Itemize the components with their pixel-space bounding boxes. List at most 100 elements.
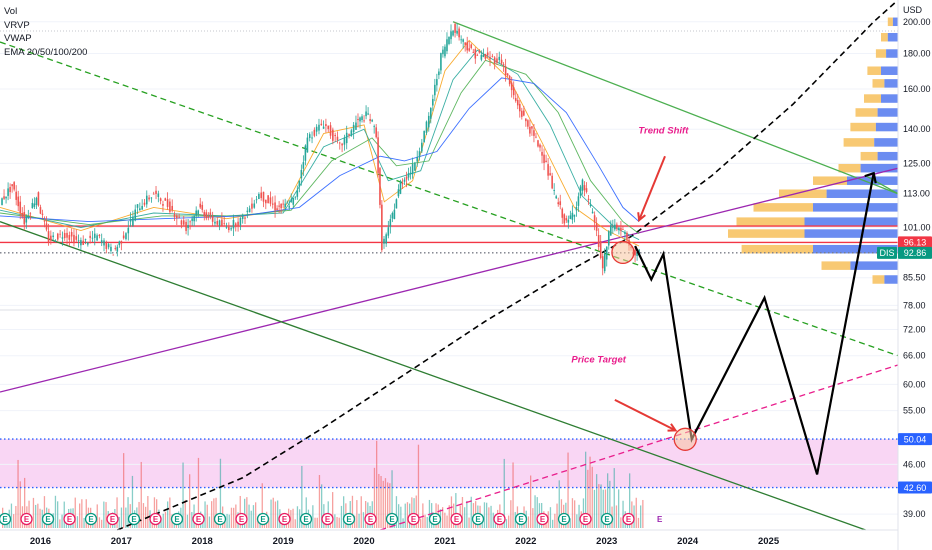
event-marker[interactable]: [364, 512, 377, 526]
volume-bar: [208, 516, 211, 528]
candle-body: [508, 75, 511, 85]
event-marker[interactable]: [106, 512, 119, 526]
candle-body: [54, 240, 57, 242]
event-marker[interactable]: [514, 512, 528, 526]
event-marker[interactable]: [192, 512, 205, 526]
price-badge-92: 92.86: [904, 248, 927, 258]
event-marker[interactable]: [579, 512, 592, 526]
event-marker[interactable]: [342, 512, 356, 526]
volume-bar: [637, 517, 640, 528]
event-marker[interactable]: [450, 512, 463, 526]
volume-profile-up: [884, 275, 898, 284]
legend-item-vol[interactable]: Vol: [4, 6, 18, 17]
candle-body: [276, 208, 278, 211]
event-marker[interactable]: [256, 512, 270, 526]
event-marker[interactable]: [493, 512, 506, 526]
volume-bar: [406, 502, 409, 528]
volume-bar: [444, 512, 446, 528]
candle-body: [589, 204, 592, 207]
candle-body: [474, 49, 477, 59]
event-marker[interactable]: [385, 512, 399, 526]
candle-body: [525, 118, 527, 122]
candle-body: [300, 169, 303, 179]
candle-body: [43, 220, 46, 222]
event-marker[interactable]: [0, 512, 12, 526]
event-marker[interactable]: [278, 512, 291, 526]
projection-arrowhead: [864, 171, 877, 184]
volume-bar: [233, 507, 235, 528]
candle-body: [15, 191, 17, 200]
candle-body: [375, 127, 377, 138]
event-marker[interactable]: [149, 512, 162, 526]
candle-body: [136, 204, 139, 208]
event-marker[interactable]: [170, 512, 184, 526]
volume-bar: [211, 501, 213, 528]
legend-item-ema[interactable]: EMA 20/50/100/200: [4, 46, 88, 58]
event-marker[interactable]: [622, 512, 635, 526]
event-marker[interactable]: [557, 512, 571, 526]
candle-body: [33, 203, 36, 207]
event-marker[interactable]: [213, 512, 227, 526]
volume-profile-up: [813, 203, 898, 212]
candle-body: [601, 256, 604, 269]
candle-body: [405, 176, 408, 180]
event-marker[interactable]: [127, 512, 141, 526]
volume-bar: [461, 496, 464, 528]
candle-body: [403, 179, 406, 182]
candle-body: [269, 197, 272, 204]
event-label: E: [497, 515, 503, 524]
candle-body: [397, 189, 400, 197]
price-badge-50-bg: [898, 433, 932, 446]
candle-body: [365, 111, 367, 117]
event-label: E: [368, 515, 374, 524]
volume-bar: [314, 517, 316, 528]
candle-body: [132, 216, 134, 226]
event-marker[interactable]: [63, 512, 76, 526]
volume-bar: [488, 507, 490, 528]
legend-item-vwap[interactable]: VWAP: [4, 33, 32, 44]
event-label: E: [475, 515, 481, 524]
candle-body: [395, 199, 398, 209]
legend-item-vrvp[interactable]: VRVP: [4, 19, 30, 31]
event-marker[interactable]: [600, 512, 614, 526]
candle-body: [221, 219, 223, 226]
candle-body: [521, 110, 523, 117]
event-marker[interactable]: [536, 512, 549, 526]
volume-bar: [204, 501, 206, 528]
event-marker[interactable]: [428, 512, 442, 526]
event-marker[interactable]: [299, 512, 313, 526]
event-marker[interactable]: [235, 512, 248, 526]
candle-body: [311, 137, 313, 139]
candle-body: [334, 134, 336, 137]
event-marker[interactable]: [41, 512, 55, 526]
candle-body: [504, 66, 507, 76]
candle-body: [427, 115, 430, 128]
volume-bar: [76, 516, 79, 528]
volume-bar: [578, 504, 580, 528]
volume-bar: [442, 507, 444, 528]
volume-profile-up: [804, 217, 898, 226]
volume-bar: [554, 513, 556, 528]
price-badge-50: 50.04: [904, 434, 927, 444]
candle-body: [73, 234, 75, 244]
candle-body: [37, 192, 40, 206]
event-marker[interactable]: [407, 512, 420, 526]
event-label: E: [454, 515, 460, 524]
candle-body: [442, 49, 444, 55]
event-marker[interactable]: [471, 512, 485, 526]
event-marker[interactable]: [20, 512, 33, 526]
y-tick-label: 160.00: [903, 84, 931, 94]
candle-body: [195, 210, 197, 216]
candle-body: [618, 227, 620, 231]
x-tick-label: 2020: [353, 536, 374, 547]
volume-bar: [571, 498, 574, 528]
candle-body: [134, 209, 137, 221]
candle-body: [414, 162, 416, 171]
candle-body: [547, 164, 549, 176]
volume-bar: [492, 512, 494, 528]
event-marker[interactable]: [84, 512, 98, 526]
volume-bar: [598, 484, 600, 528]
candle-body: [262, 191, 265, 202]
event-marker[interactable]: [321, 512, 334, 526]
